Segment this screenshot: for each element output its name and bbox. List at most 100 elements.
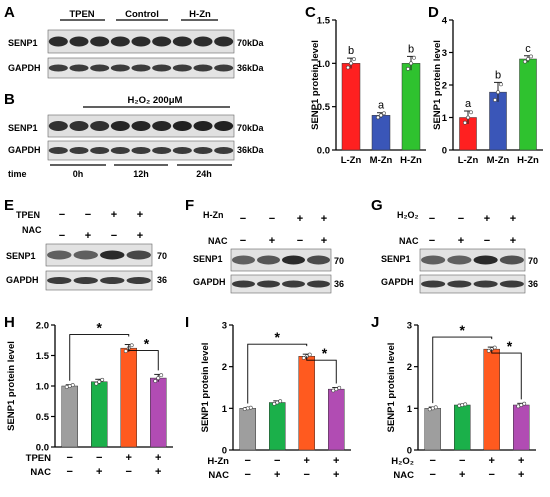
blot-band <box>257 255 280 265</box>
sign-plus: + <box>321 213 327 225</box>
panel-letter-g: G <box>371 197 383 214</box>
condition-label: H-Zn <box>207 456 229 467</box>
row-label-senp1: SENP1 <box>8 123 38 133</box>
blot-band <box>100 277 125 284</box>
y-tick-label: 2 <box>442 81 447 92</box>
bar <box>269 402 286 451</box>
blot-band <box>110 121 130 131</box>
significance-bracket <box>432 336 493 404</box>
blot-band <box>307 280 330 288</box>
group-label-tpen: TPEN <box>69 9 94 20</box>
blot-band <box>152 64 172 72</box>
sign: − <box>96 452 102 464</box>
y-tick-label: 1.0 <box>36 382 49 393</box>
panel-letter-i: I <box>185 314 189 331</box>
data-point <box>519 403 524 407</box>
bar <box>483 348 500 451</box>
marker-70: 70 <box>157 251 167 261</box>
data-point <box>352 57 356 62</box>
sign: + <box>333 455 339 467</box>
row-label-gapdh: GAPDH <box>193 277 226 287</box>
significance-star: * <box>275 329 281 345</box>
significance-bracket <box>128 346 159 371</box>
sign-minus: − <box>59 230 65 242</box>
blot-band <box>172 36 192 47</box>
blot-band <box>131 36 151 47</box>
sign-minus: − <box>111 230 117 242</box>
blot-strip-gapdh <box>45 270 153 291</box>
data-point <box>409 61 413 66</box>
blot-band <box>473 280 498 288</box>
row-label-senp1: SENP1 <box>381 254 411 264</box>
data-point <box>245 406 250 411</box>
y-tick-label: 1.5 <box>36 351 50 362</box>
condition-label: NAC <box>393 470 414 481</box>
blot-f: H-Zn NAC − − + + − + − + SENP1 GAPDH 70 36 <box>193 210 344 294</box>
data-point <box>123 349 128 354</box>
blot-band <box>473 255 498 265</box>
sign: + <box>489 455 495 467</box>
data-point <box>529 54 533 59</box>
significance-star: * <box>322 345 328 361</box>
sign-minus: − <box>240 213 246 225</box>
sign: + <box>96 466 102 478</box>
data-point <box>153 379 158 383</box>
sign-minus: − <box>297 235 303 247</box>
y-tick-label: 1.5 <box>317 16 331 27</box>
condition-nac: NAC <box>22 225 42 235</box>
data-point <box>492 345 497 350</box>
data-point <box>94 381 99 386</box>
bands-senp1 <box>48 36 234 47</box>
data-point <box>379 113 383 118</box>
panel-letter-b: B <box>4 91 15 108</box>
row-label-senp1: SENP1 <box>6 251 36 261</box>
group-label-h-zn: H-Zn <box>189 9 211 20</box>
row-label-gapdh: GAPDH <box>8 63 41 73</box>
sign: − <box>274 455 280 467</box>
row-label-senp1: SENP1 <box>193 254 223 264</box>
y-tick-label: 0 <box>407 446 412 457</box>
blot-strip-senp1 <box>45 243 153 267</box>
significance-star: * <box>97 320 103 336</box>
blot-band <box>214 64 234 72</box>
condition-label: NAC <box>208 470 229 481</box>
blot-band <box>73 277 98 284</box>
marker-70: 70 <box>528 256 538 266</box>
blot-band <box>69 147 89 154</box>
condition-label: NAC <box>30 467 51 478</box>
blot-band <box>152 36 172 47</box>
sign-plus: + <box>484 213 490 225</box>
data-point <box>486 348 491 353</box>
y-tick-label: 1 <box>222 404 228 415</box>
data-point <box>349 61 353 66</box>
significance-letter: a <box>378 100 385 112</box>
h2o2-header: H₂O₂ 200μM <box>128 95 183 106</box>
blot-band <box>172 64 192 72</box>
sign: − <box>67 452 73 464</box>
data-point <box>97 379 102 384</box>
blot-band <box>48 147 68 154</box>
sign-minus: − <box>458 213 464 225</box>
data-point <box>412 55 416 60</box>
data-point <box>523 59 527 64</box>
blot-band <box>172 147 192 154</box>
data-point <box>496 90 500 95</box>
time-label: time <box>8 169 27 179</box>
sign-minus: − <box>484 235 490 247</box>
y-axis-label: SENP1 protein level <box>432 40 443 130</box>
blot-band <box>90 64 110 72</box>
blot-strip-gapdh <box>419 274 526 294</box>
blot-band <box>110 147 130 154</box>
data-point <box>493 98 497 102</box>
blot-band <box>131 147 151 154</box>
row-label-gapdh: GAPDH <box>8 145 41 155</box>
chart-c: 0.0 0.5 1.0 1.5 SENP1 protein level b L-Zn a M-Z… <box>310 16 426 166</box>
marker-70kda: 70kDa <box>237 123 265 133</box>
sign-minus: − <box>59 209 65 221</box>
condition-signs: − − + + − + − + <box>429 213 516 247</box>
sign-minus: − <box>429 235 435 247</box>
condition-tpen: TPEN <box>16 210 40 220</box>
bands-gapdh <box>421 280 524 288</box>
sign-plus: + <box>111 209 117 221</box>
bar <box>454 404 471 451</box>
